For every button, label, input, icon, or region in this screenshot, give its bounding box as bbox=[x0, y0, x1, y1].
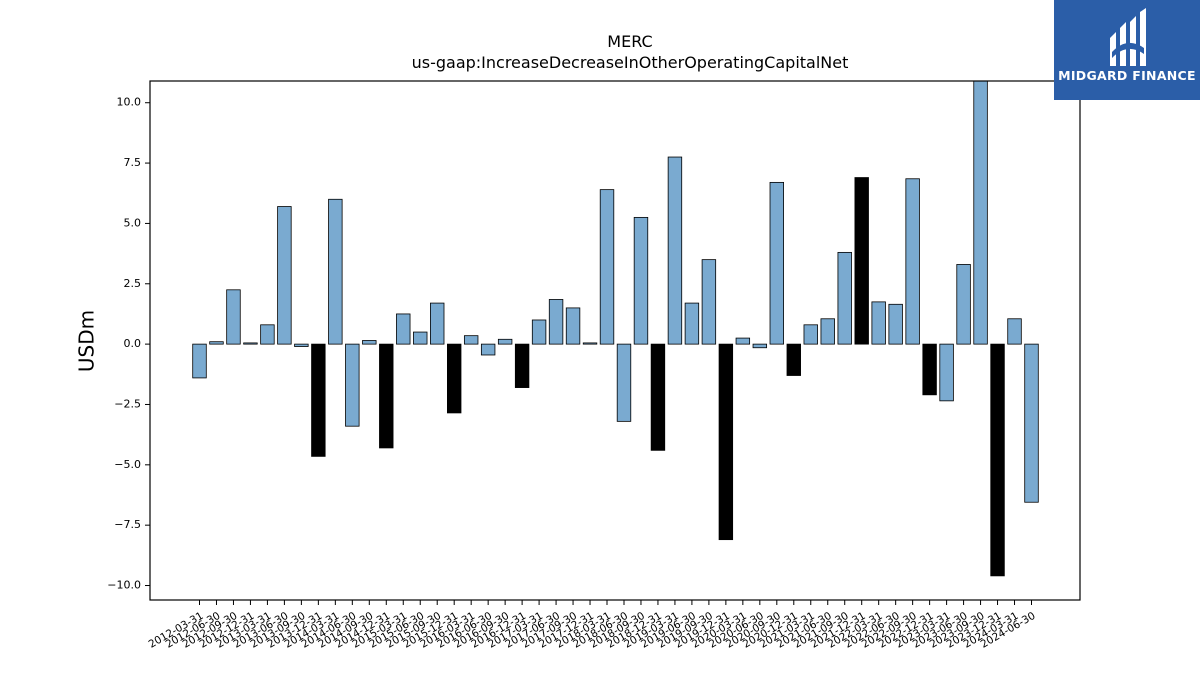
bar-2019-09-30 bbox=[701, 259, 717, 345]
bar-2020-09-30 bbox=[769, 181, 784, 345]
midgard-logo-icon bbox=[1110, 8, 1146, 66]
bar-2014-12-31 bbox=[379, 343, 394, 449]
bar-2016-09-30 bbox=[497, 338, 513, 345]
bar-2023-06-30 bbox=[956, 264, 971, 345]
bar-2017-03-31 bbox=[531, 319, 547, 345]
bar-2021-12-31 bbox=[854, 177, 869, 345]
bar-2020-06-30 bbox=[752, 343, 768, 349]
bar-2022-12-31 bbox=[922, 343, 937, 396]
bar-2018-03-31 bbox=[599, 189, 615, 345]
bar-2024-03-31 bbox=[1007, 318, 1022, 345]
bar-2015-12-31 bbox=[447, 343, 462, 414]
brand-logo: MIDGARD FINANCE bbox=[1054, 0, 1200, 100]
bar-2019-03-31 bbox=[667, 156, 683, 345]
bar-2018-12-31 bbox=[650, 343, 666, 451]
bar-2021-09-30 bbox=[837, 251, 852, 345]
bar-2013-12-31 bbox=[311, 343, 326, 457]
bar-2017-09-30 bbox=[565, 307, 581, 345]
y-tick-label: −2.5 bbox=[114, 397, 141, 410]
bar-2016-03-31 bbox=[463, 335, 479, 345]
bar-2023-12-31 bbox=[990, 343, 1005, 577]
bar-2013-06-30 bbox=[277, 206, 292, 345]
bar-2012-03-31 bbox=[192, 343, 207, 379]
y-tick-label: −7.5 bbox=[114, 518, 141, 531]
bar-2018-06-30 bbox=[616, 343, 632, 422]
bar-2014-09-30 bbox=[362, 340, 377, 345]
y-tick-label: −5.0 bbox=[114, 458, 141, 471]
y-axis-label: USDm bbox=[75, 310, 99, 372]
bar-2022-09-30 bbox=[905, 178, 920, 345]
y-tick-label: 10.0 bbox=[117, 96, 142, 109]
bar-2020-12-31 bbox=[786, 343, 801, 376]
bar-2013-03-31 bbox=[260, 324, 275, 345]
bar-2020-03-31 bbox=[735, 337, 751, 345]
bar-2013-09-30 bbox=[294, 343, 309, 347]
bar-2023-09-30 bbox=[973, 80, 988, 345]
bar-2021-06-30 bbox=[820, 318, 835, 345]
bar-2017-06-30 bbox=[548, 299, 564, 345]
bar-2024-06-30 bbox=[1024, 343, 1039, 503]
bar-2012-06-30 bbox=[209, 341, 224, 345]
y-tick-label: −10.0 bbox=[107, 579, 141, 592]
plot-frame bbox=[149, 80, 1081, 601]
y-tick-label: 7.5 bbox=[124, 156, 142, 169]
bar-2015-03-31 bbox=[396, 313, 411, 345]
bar-2019-06-30 bbox=[684, 302, 700, 345]
y-tick-label: 2.5 bbox=[124, 277, 142, 290]
y-tick-label: 0.0 bbox=[124, 337, 142, 350]
bar-2012-09-30 bbox=[226, 289, 241, 345]
bar-2017-12-31 bbox=[582, 342, 598, 345]
bar-2016-06-30 bbox=[480, 343, 496, 356]
bar-2022-03-31 bbox=[871, 301, 886, 345]
y-tick-label: 5.0 bbox=[124, 216, 142, 229]
chart-subtitle: us-gaap:IncreaseDecreaseInOtherOperating… bbox=[411, 53, 849, 72]
bar-2014-06-30 bbox=[345, 343, 360, 427]
bar-2015-06-30 bbox=[413, 331, 428, 345]
bar-2012-12-31 bbox=[243, 342, 258, 345]
chart-title: MERC bbox=[607, 32, 653, 51]
logo-text: MIDGARD FINANCE bbox=[1058, 68, 1196, 83]
bar-2014-03-31 bbox=[328, 198, 343, 345]
bar-2023-03-31 bbox=[939, 343, 954, 402]
bar-2016-12-31 bbox=[514, 343, 530, 388]
bar-2022-06-30 bbox=[888, 303, 903, 345]
bar-2021-03-31 bbox=[803, 324, 818, 345]
bar-2019-12-31 bbox=[718, 343, 734, 541]
bar-2015-09-30 bbox=[430, 302, 445, 345]
bar-2018-09-30 bbox=[633, 216, 649, 345]
